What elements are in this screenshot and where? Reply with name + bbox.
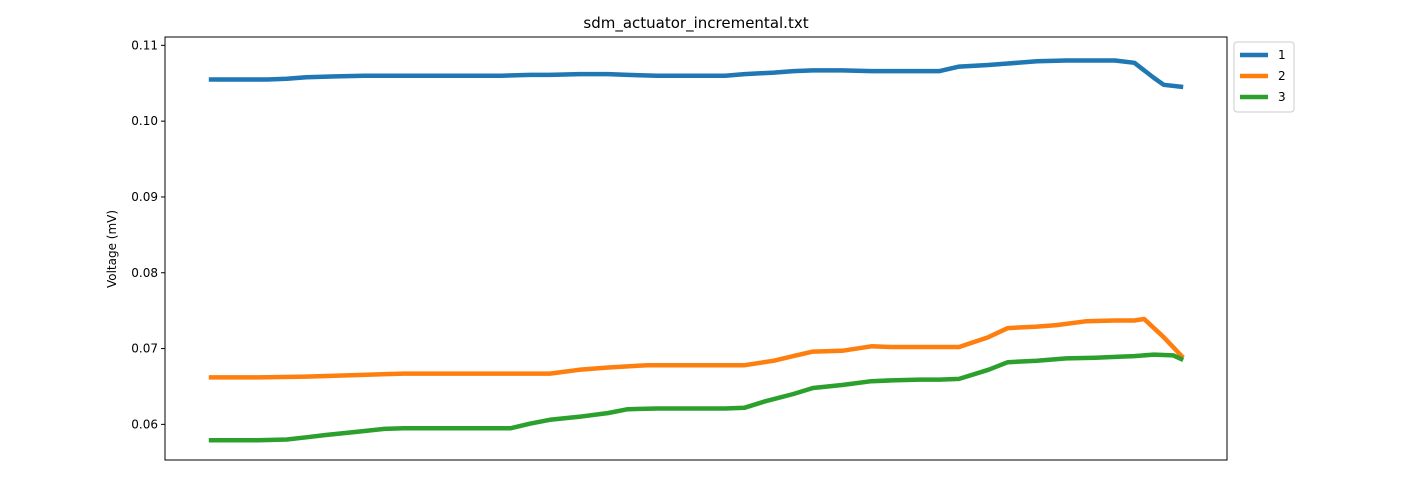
- legend-label-3: 3: [1278, 90, 1286, 104]
- y-tick-label: 0.09: [131, 190, 158, 204]
- plot-area-frame: [164, 36, 1228, 461]
- series-line-1: [208, 58, 1184, 90]
- series-line-3: [208, 352, 1185, 443]
- y-tick-label: 0.06: [131, 417, 158, 431]
- chart-title: sdm_actuator_incremental.txt: [583, 14, 808, 33]
- y-axis-ticks: 0.06 0.07 0.08 0.09 0.10 0.11: [131, 38, 165, 431]
- series-line-2: [208, 316, 1185, 380]
- y-tick-label: 0.08: [131, 266, 158, 280]
- legend: 1 2 3: [1233, 41, 1295, 113]
- y-tick-label: 0.10: [131, 114, 158, 128]
- legend-label-1: 1: [1278, 48, 1286, 62]
- legend-label-2: 2: [1278, 69, 1286, 83]
- plot-lines: [208, 58, 1185, 443]
- y-tick-label: 0.11: [131, 38, 158, 52]
- y-axis-label: Voltage (mV): [105, 210, 119, 288]
- y-tick-label: 0.07: [131, 342, 158, 356]
